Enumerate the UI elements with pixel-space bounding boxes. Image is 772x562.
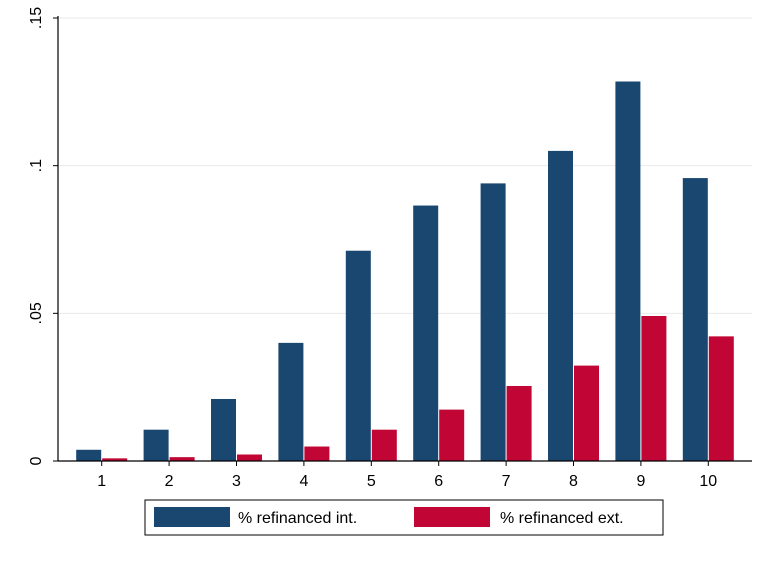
- x-tick-label: 5: [367, 473, 376, 490]
- bar-refinanced-ext-3: [237, 454, 262, 461]
- x-tick-label: 4: [299, 473, 308, 490]
- x-tick-label: 3: [232, 473, 241, 490]
- bar-refinanced-ext-6: [439, 409, 465, 461]
- legend-swatch: [154, 507, 230, 527]
- bar-refinanced-ext-1: [102, 458, 128, 461]
- y-tick-label: .1: [28, 159, 45, 172]
- x-tick-label: 8: [569, 473, 578, 490]
- bar-refinanced-int-6: [413, 205, 439, 461]
- legend-box: [144, 499, 664, 536]
- x-tick-label: 10: [699, 473, 717, 490]
- bar-refinanced-ext-9: [641, 315, 667, 461]
- bar-refinanced-ext-10: [708, 336, 734, 461]
- bar-refinanced-int-9: [615, 81, 641, 461]
- axes: 1 2 3 4 5 6 7 8 9 10 0 .05 .1 .15: [28, 7, 752, 490]
- bar-refinanced-ext-2: [169, 457, 195, 461]
- bar-refinanced-int-8: [548, 150, 573, 461]
- x-tick-label: 6: [434, 473, 443, 490]
- bar-refinanced-int-3: [211, 398, 236, 461]
- bar-refinanced-int-10: [682, 178, 708, 461]
- x-tick-label: 2: [165, 473, 174, 490]
- bar-refinanced-int-7: [480, 183, 506, 462]
- bar-refinanced-ext-5: [371, 429, 397, 461]
- legend: % refinanced int. % refinanced ext.: [144, 499, 664, 536]
- y-tick-label: .15: [28, 7, 45, 29]
- bar-refinanced-int-1: [76, 449, 102, 461]
- bar-refinanced-int-2: [143, 429, 169, 461]
- bar-refinanced-ext-7: [506, 385, 532, 461]
- x-tick-label: 1: [97, 473, 106, 490]
- legend-swatch: [414, 507, 490, 527]
- gridlines: [58, 17, 752, 314]
- bars: [76, 81, 734, 462]
- y-tick-label: .05: [28, 302, 45, 324]
- bar-refinanced-int-5: [345, 250, 371, 461]
- legend-label: % refinanced ext.: [500, 510, 624, 527]
- bar-refinanced-ext-4: [304, 446, 330, 461]
- x-tick-label: 9: [636, 473, 645, 490]
- bar-refinanced-ext-8: [574, 365, 599, 461]
- bar-refinanced-int-4: [278, 342, 304, 461]
- legend-label: % refinanced int.: [238, 510, 357, 527]
- y-tick-label: 0: [28, 456, 45, 465]
- x-tick-label: 7: [502, 473, 511, 490]
